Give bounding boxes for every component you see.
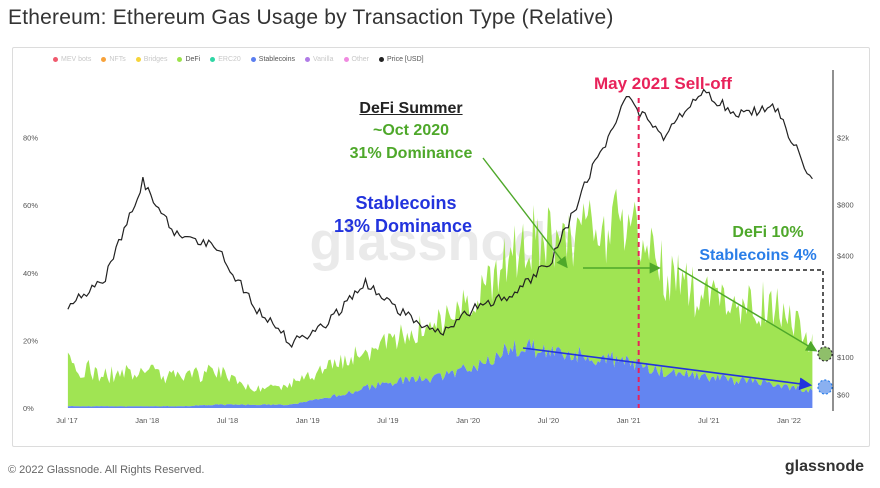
legend-dot-icon [177, 57, 183, 62]
legend-label: Vanilla [313, 56, 334, 63]
arrow-stablecoins-decline [522, 347, 813, 391]
legend-item[interactable]: Vanilla [305, 56, 334, 63]
annotation-defi-summer-title: DeFi Summer [359, 100, 463, 117]
page-title: Ethereum: Ethereum Gas Usage by Transact… [8, 6, 614, 29]
legend-label: Bridges [143, 56, 168, 63]
y-right-tick-label: $60 [837, 391, 850, 400]
area-stablecoins [67, 338, 813, 408]
annotation-stablecoins-now: Stablecoins 4% [699, 247, 817, 264]
y-left-tick-label: 60% [23, 201, 38, 210]
brand-logo: glassnode [784, 458, 864, 475]
legend-dot-icon [343, 57, 349, 62]
marker-stablecoins-now [817, 379, 833, 395]
chart-frame: glassnode Jul '17 Jan '18 Jul '18 Jan '19 Ju… [12, 47, 870, 447]
y-left-tick-label: 80% [23, 134, 38, 143]
legend-item[interactable]: ERC20 [210, 56, 241, 63]
legend-item[interactable]: Stablecoins [250, 56, 295, 63]
annotation-stablecoins-title: Stablecoins [355, 193, 457, 213]
x-tick-label: Jul '17 [56, 416, 77, 425]
legend-dot-icon [135, 57, 141, 62]
legend-item[interactable]: NFTs [101, 56, 126, 63]
legend-label: Stablecoins [258, 56, 295, 63]
legend-label: DeFi [185, 56, 201, 63]
price-line [67, 88, 813, 349]
arrow-defi-decline [677, 267, 818, 352]
legend-dot-icon [53, 57, 58, 62]
y-left-tick-label: 40% [23, 269, 38, 278]
legend-item[interactable]: Bridges [135, 56, 168, 63]
annotation-defi-summer-dominance: 31% Dominance [349, 145, 473, 162]
legend-label: ERC20 [218, 56, 241, 63]
x-tick-label: Jan '21 [617, 416, 641, 425]
legend-label: Other [351, 56, 370, 63]
area-defi [67, 188, 813, 407]
legend-item[interactable]: Price [USD] [379, 56, 424, 63]
legend-dot-icon [250, 57, 256, 62]
x-tick-label: Jul '21 [698, 416, 719, 425]
legend-label: MEV bots [61, 56, 92, 63]
legend-item[interactable]: MEV bots [53, 56, 91, 63]
x-tick-label: Jan '20 [456, 416, 480, 425]
x-tick-label: Jul '20 [538, 416, 559, 425]
legend-label: NFTs [109, 56, 126, 63]
chart-legend: MEV bots NFTs Bridges DeFi ERC20 Stablecoins V… [53, 56, 424, 63]
x-tick-label: Jul '19 [377, 416, 398, 425]
chart-svg: glassnode Jul '17 Jan '18 Jul '18 Jan '19 Ju… [23, 70, 854, 425]
legend-label: Price [USD] [387, 56, 424, 63]
annotation-defi-summer-date: ~Oct 2020 [372, 122, 450, 139]
y-right-tick-label: $2k [837, 133, 849, 142]
dashed-bracket [698, 269, 824, 348]
x-tick-label: Jan '18 [135, 416, 159, 425]
marker-defi-now [817, 346, 833, 362]
x-tick-label: Jul '18 [217, 416, 238, 425]
legend-dot-icon [210, 57, 216, 62]
legend-dot-icon [101, 57, 107, 62]
y-right-tick-label: $100 [837, 353, 854, 362]
y-right-tick-label: $400 [837, 251, 854, 260]
annotation-stablecoins-dominance: 13% Dominance [333, 216, 473, 236]
x-tick-label: Jan '19 [296, 416, 320, 425]
annotation-defi-now: DeFi 10% [732, 224, 804, 241]
y-left-tick-label: 0% [23, 404, 34, 413]
arrow-defi-summer [482, 157, 568, 269]
legend-item[interactable]: DeFi [177, 56, 200, 63]
y-right-tick-label: $800 [837, 201, 854, 210]
y-left-tick-label: 20% [23, 336, 38, 345]
legend-item[interactable]: Other [343, 56, 370, 63]
copyright: © 2022 Glassnode. All Rights Reserved. [8, 464, 205, 476]
annotation-selloff: May 2021 Sell-off [594, 74, 732, 93]
legend-dot-icon [379, 57, 385, 62]
x-tick-label: Jan '22 [777, 416, 801, 425]
legend-dot-icon [305, 57, 310, 62]
